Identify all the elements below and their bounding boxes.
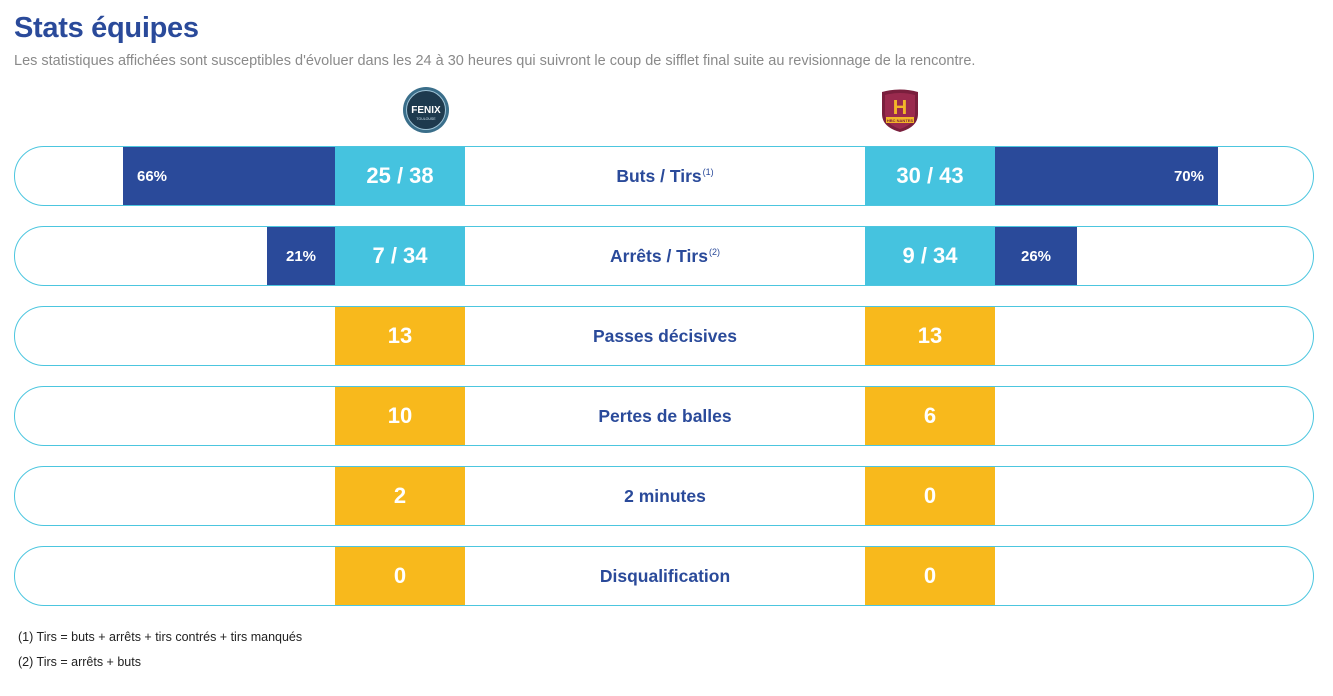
home-disqualification-value: 0 <box>335 547 465 605</box>
away-team-logo: H HBC NANTES <box>876 86 924 134</box>
page-title: Stats équipes <box>14 12 199 44</box>
stat-row-shots: 66% 25 / 38 Buts / Tirs (1) 30 / 43 70% <box>14 146 1314 206</box>
home-saves-value: 7 / 34 <box>335 227 465 285</box>
stat-row-disqualification: 0 Disqualification 0 <box>14 546 1314 606</box>
away-assists-value: 13 <box>865 307 995 365</box>
home-assists-value: 13 <box>335 307 465 365</box>
stat-row-assists: 13 Passes décisives 13 <box>14 306 1314 366</box>
away-shots-percentage-bar: 70% <box>995 147 1218 205</box>
stat-label-disqualification: Disqualification <box>599 565 731 586</box>
page-subtitle: Les statistiques affichées sont suscepti… <box>14 53 976 69</box>
svg-text:HBC NANTES: HBC NANTES <box>887 118 914 123</box>
stat-label-saves-text: Arrêts / Tirs <box>610 245 708 266</box>
away-turnovers-value: 6 <box>865 387 995 445</box>
stat-label-saves: Arrêts / Tirs (2) <box>465 227 865 285</box>
svg-text:H: H <box>893 97 907 119</box>
stat-label-shots-text: Buts / Tirs <box>616 165 702 186</box>
footnote-shots: (1) Tirs = buts + arrêts + tirs contrés … <box>18 630 303 644</box>
stat-row-two-minutes: 2 2 minutes 0 <box>14 466 1314 526</box>
stat-label-shots: Buts / Tirs (1) <box>465 147 865 205</box>
home-turnovers-value: 10 <box>335 387 465 445</box>
stat-label-shots-note: (1) <box>702 167 714 177</box>
away-saves-percentage-bar: 26% <box>995 227 1077 285</box>
home-two-minutes-value: 2 <box>335 467 465 525</box>
stat-label-assists: Passes décisives <box>592 325 737 346</box>
home-shots-percentage-bar: 66% <box>123 147 335 205</box>
away-disqualification-value: 0 <box>865 547 995 605</box>
home-shots-value: 25 / 38 <box>335 147 465 205</box>
svg-text:FENIX: FENIX <box>411 105 441 116</box>
away-two-minutes-value: 0 <box>865 467 995 525</box>
stat-label-two-minutes: 2 minutes <box>624 485 706 506</box>
home-saves-percentage-bar: 21% <box>267 227 335 285</box>
away-shots-value: 30 / 43 <box>865 147 995 205</box>
footnote-saves: (2) Tirs = arrêts + buts <box>18 655 141 669</box>
stat-row-turnovers: 10 Pertes de balles 6 <box>14 386 1314 446</box>
stat-label-saves-note: (2) <box>708 247 720 257</box>
stat-row-saves: 21% 7 / 34 Arrêts / Tirs (2) 9 / 34 26% <box>14 226 1314 286</box>
stat-label-turnovers: Pertes de balles <box>598 405 732 426</box>
svg-text:TOULOUSE: TOULOUSE <box>416 117 436 121</box>
away-saves-value: 9 / 34 <box>865 227 995 285</box>
home-team-logo: FENIX TOULOUSE <box>402 86 450 134</box>
